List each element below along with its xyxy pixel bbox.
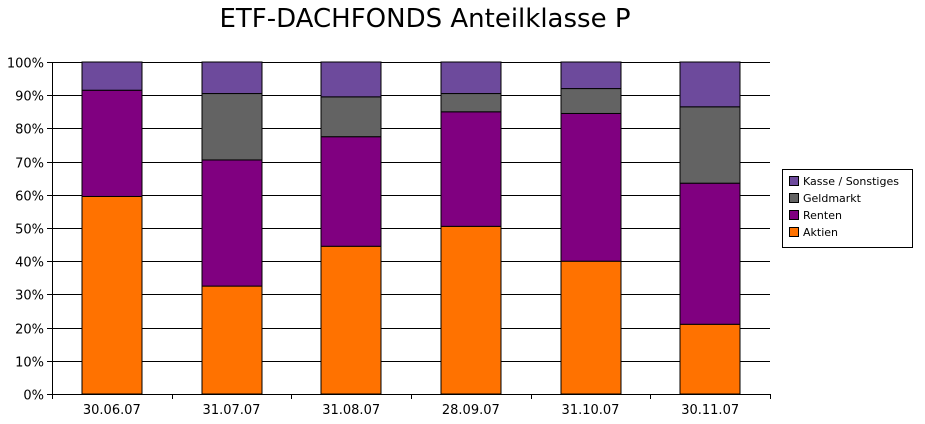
legend-swatch [789,176,799,186]
bar-segment [440,93,502,113]
bar-segment [440,225,502,395]
x-tick-label: 31.10.07 [562,403,620,418]
grid-lines [52,62,770,395]
bar-segment [320,96,382,138]
bar-segment [81,195,143,395]
bar-segment [440,61,502,95]
bar-segment [201,159,263,287]
y-tick-label: 20% [15,323,44,338]
bar-segment [320,136,382,247]
y-tick-label: 70% [15,157,44,172]
y-tick-label: 80% [15,123,44,138]
legend-label: Geldmarkt [803,192,862,205]
axes: 0% 10% 20% 30% 40% 50% 60% 70% 80% 90% 100% 30.06.0… [7,57,771,418]
x-tick-label: 30.06.07 [83,403,141,418]
bar-segment [560,88,622,114]
bar-segment [201,93,263,161]
x-tick-label: 30.11.07 [681,403,739,418]
x-tick-label: 28.09.07 [442,403,500,418]
bar-segment [560,61,622,90]
bar-segment [201,285,263,395]
bar-segment [320,61,382,98]
legend-swatch [789,193,799,203]
bar-segment [679,106,741,184]
y-tick-label: 10% [15,356,44,371]
chart-title: ETF-DACHFONDS Anteilklasse P [219,4,631,34]
legend-label: Aktien [803,226,838,239]
bar-segment [560,260,622,395]
bar-segment [201,61,263,95]
y-tick-label: 100% [7,57,44,72]
legend-label: Renten [803,209,842,222]
legend: Kasse / Sonstiges Geldmarkt Renten Aktien [782,169,913,248]
legend-swatch [789,210,799,220]
bar-segment [679,61,741,108]
y-tick-label: 60% [15,190,44,205]
x-tick-label: 31.07.07 [203,403,261,418]
y-tick-label: 40% [15,256,44,271]
bar-segment [560,112,622,262]
legend-box [782,169,913,248]
bars [81,61,741,395]
x-tick-label: 31.08.07 [322,403,380,418]
y-tick-label: 90% [15,90,44,105]
bar-segment [679,182,741,325]
bar-segment [320,245,382,395]
bar-segment [81,89,143,197]
y-tick-label: 0% [23,389,44,404]
bar-segment [81,61,143,91]
y-tick-label: 30% [15,289,44,304]
legend-label: Kasse / Sonstiges [803,175,899,188]
bar-segment [679,323,741,395]
y-tick-label: 50% [15,223,44,238]
bar-segment [440,111,502,227]
legend-swatch [789,227,799,237]
